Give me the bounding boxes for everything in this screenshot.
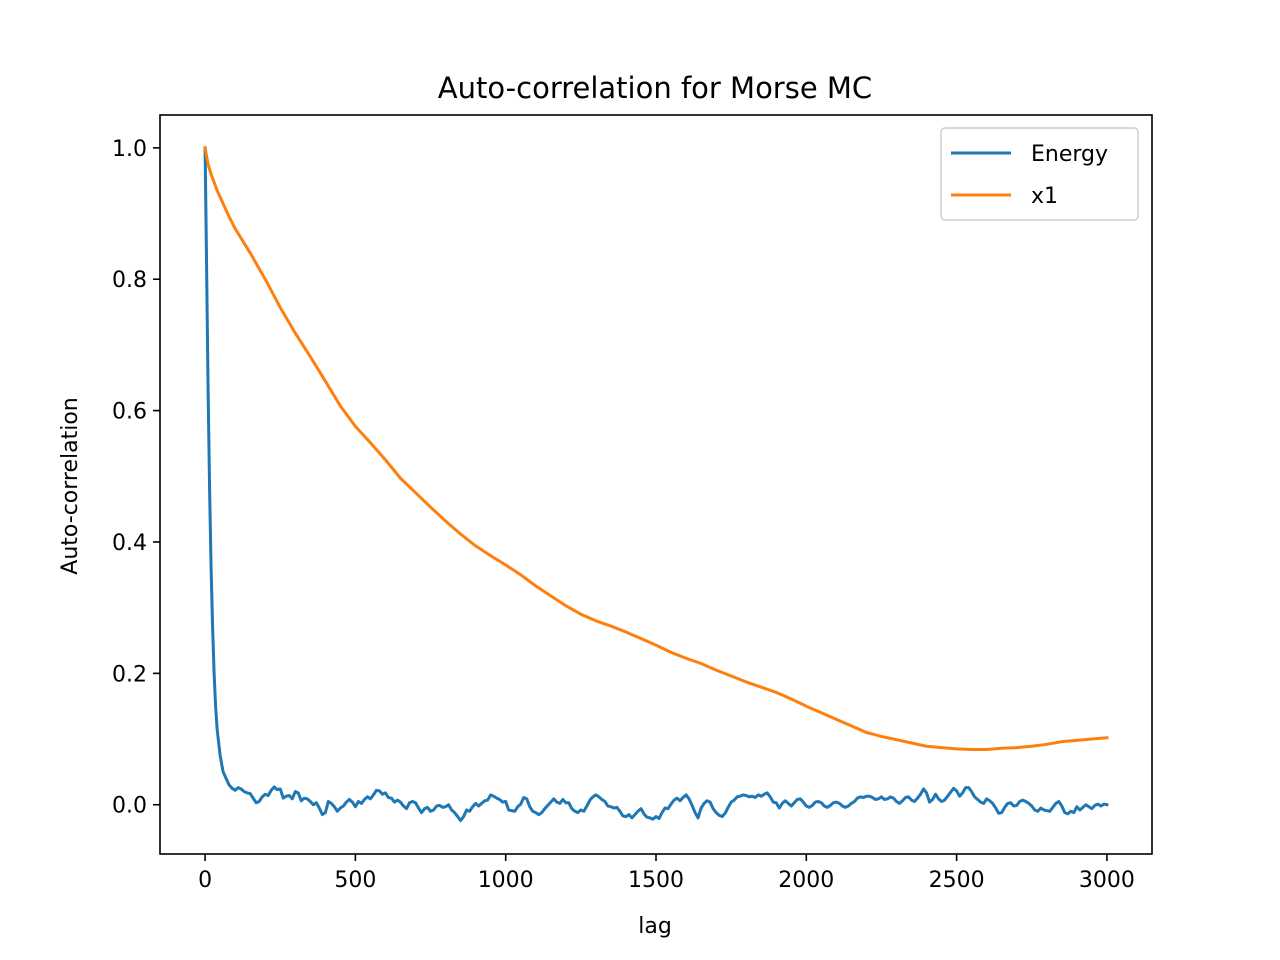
x-axis-label: lag — [638, 914, 672, 939]
x-tick-label: 500 — [334, 868, 376, 893]
x-tick-label: 0 — [198, 868, 212, 893]
x-tick-label: 3000 — [1079, 868, 1135, 893]
series-layer — [203, 146, 1109, 822]
y-tick-label: 0.8 — [112, 268, 147, 293]
y-axis-label: Auto-correlation — [58, 397, 83, 574]
x-tick-label: 2500 — [929, 868, 985, 893]
legend-box — [940, 127, 1139, 221]
y-tick-label: 1.0 — [112, 137, 147, 162]
y-tick-label: 0.2 — [112, 662, 147, 687]
x-tick-label: 1500 — [628, 868, 684, 893]
y-tick-label: 0.4 — [112, 531, 147, 556]
x-axis: 0 500 1000 1500 2000 2500 3000 — [198, 854, 1135, 893]
y-axis: 0.0 0.2 0.4 0.6 0.8 1.0 — [112, 137, 160, 819]
legend-label-energy: Energy — [1031, 142, 1108, 167]
series-line-energy — [203, 146, 1109, 822]
x-tick-label: 1000 — [478, 868, 534, 893]
legend-label-x1: x1 — [1031, 184, 1058, 209]
chart-title: Auto-correlation for Morse MC — [438, 71, 872, 105]
series-line-x1 — [203, 146, 1109, 752]
x-tick-label: 2000 — [778, 868, 834, 893]
y-tick-label: 0.6 — [112, 400, 147, 425]
y-tick-label: 0.0 — [112, 794, 147, 819]
legend: Energy x1 — [940, 127, 1139, 221]
